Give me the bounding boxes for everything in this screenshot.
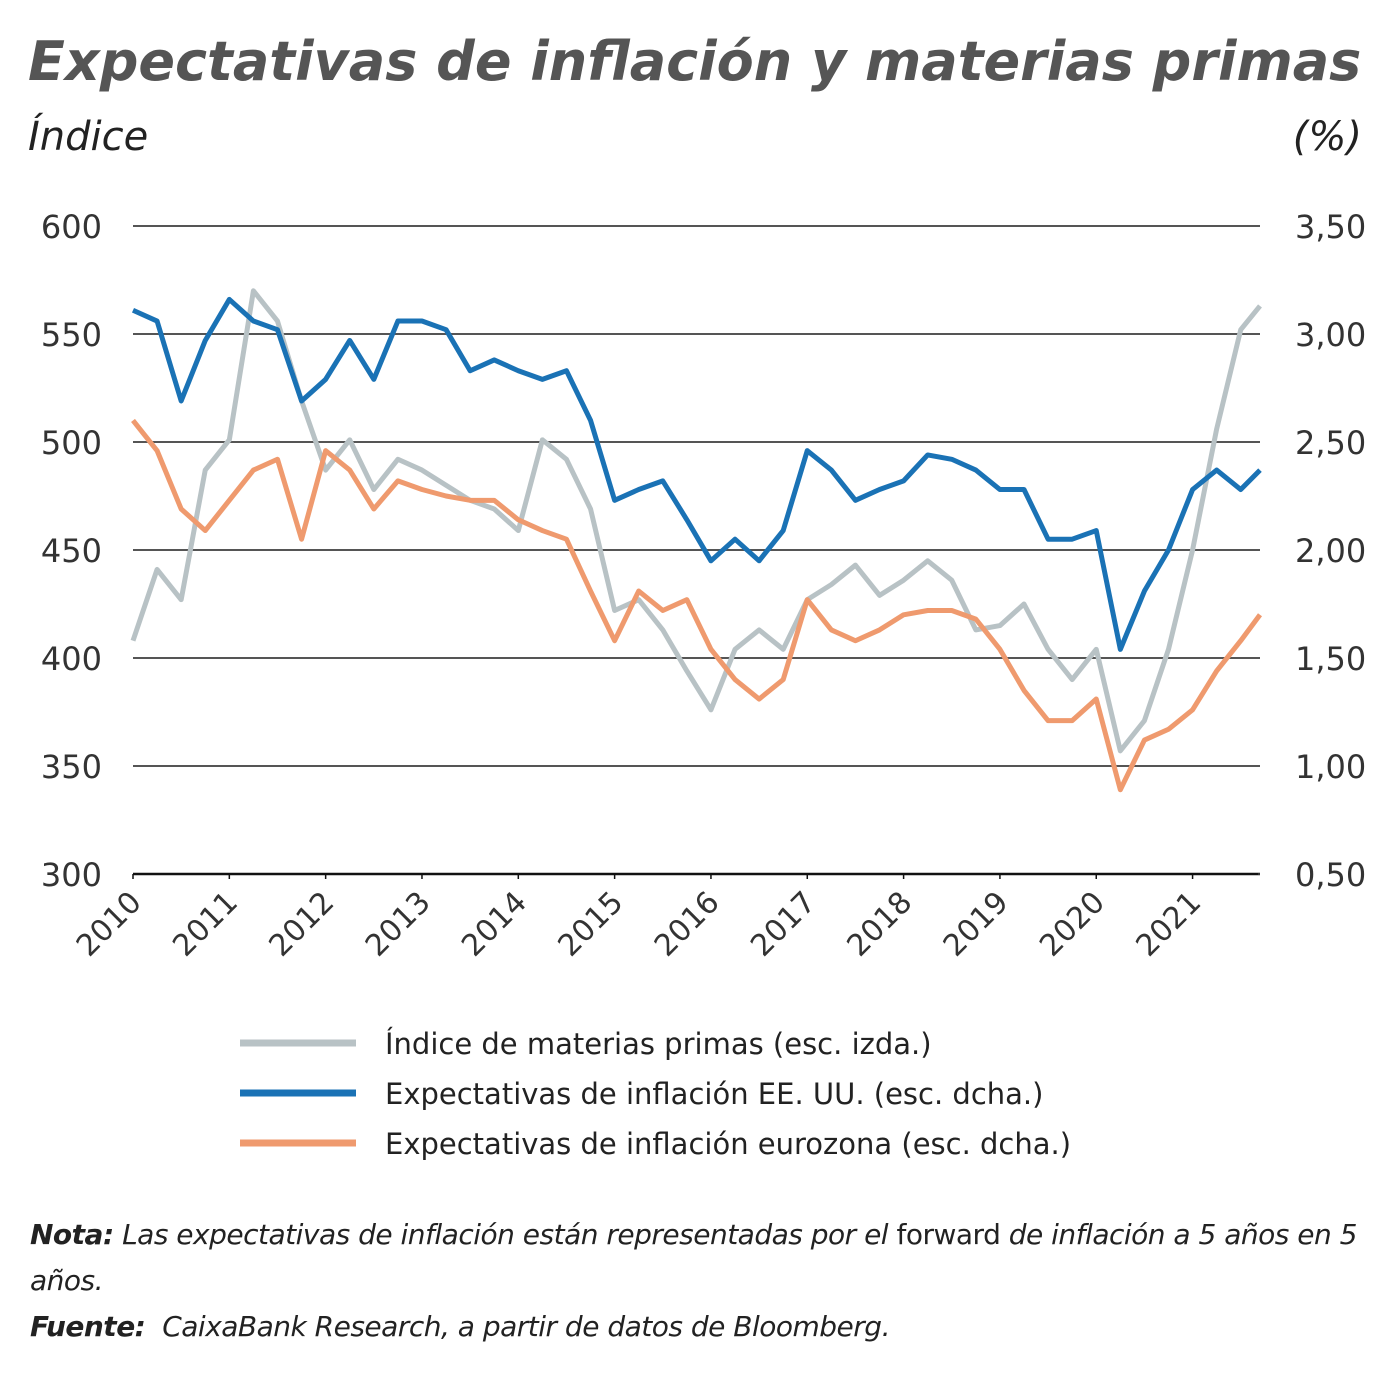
chart-title: Expectativas de inflación y materias pri… [28,30,1361,93]
chart: Expectativas de inflación y materias pri… [28,30,1366,1161]
y-tick-label: 500 [41,424,102,462]
x-tick-label: 2012 [263,885,342,964]
y2-tick-label: 0,50 [1295,856,1366,894]
notes: Nota: Las expectativas de inflación está… [30,1212,1370,1350]
x-tick-label: 2021 [1129,885,1208,964]
y2-tick-label: 2,50 [1295,424,1366,462]
y-tick-label: 450 [41,532,102,570]
x-tick-label: 2020 [1033,885,1112,964]
series-line [131,418,1263,793]
y2-tick-label: 1,50 [1295,640,1366,678]
x-tick-label: 2014 [455,885,534,964]
y2-tick-label: 1,00 [1295,748,1366,786]
y-tick-label: 300 [41,856,102,894]
y-tick-label: 550 [41,316,102,354]
x-tick-label: 2011 [166,885,245,964]
x-tick-label: 2019 [937,885,1016,964]
note: Nota: Las expectativas de inflación está… [30,1212,1370,1304]
note-text: forward [896,1218,1001,1251]
x-tick-label: 2016 [648,885,727,964]
x-tick-label: 2017 [744,885,823,964]
source-text: CaixaBank Research, a partir de datos de… [162,1310,890,1343]
note-text: Las expectativas de inflación están repr… [122,1218,889,1251]
legend-label: Expectativas de inflación EE. UU. (esc. … [385,1077,1043,1111]
series-line [131,296,1262,652]
y2-tick-label: 2,00 [1295,532,1366,570]
note-label: Nota: [30,1218,114,1251]
x-tick-label: 2013 [359,885,438,964]
y2-tick-label: 3,50 [1295,208,1366,246]
series-line [130,288,1262,754]
y-tick-label: 600 [41,208,102,246]
y-axis-label: Índice [28,112,148,160]
x-tick-label: 2018 [841,885,920,964]
legend-label: Índice de materias primas (esc. izda.) [385,1027,932,1061]
x-tick-label: 2010 [70,885,149,964]
y-tick-label: 350 [41,748,102,786]
source: Fuente: CaixaBank Research, a partir de … [30,1304,1370,1350]
y2-tick-label: 3,00 [1295,316,1366,354]
y-tick-label: 400 [41,640,102,678]
y2-axis-label: (%) [1293,114,1362,160]
legend-label: Expectativas de inflación eurozona (esc.… [385,1127,1071,1161]
x-tick-label: 2015 [552,885,631,964]
note-text: de inflación a 5 años en 5 años. [30,1218,1357,1297]
source-label: Fuente: [30,1310,146,1343]
